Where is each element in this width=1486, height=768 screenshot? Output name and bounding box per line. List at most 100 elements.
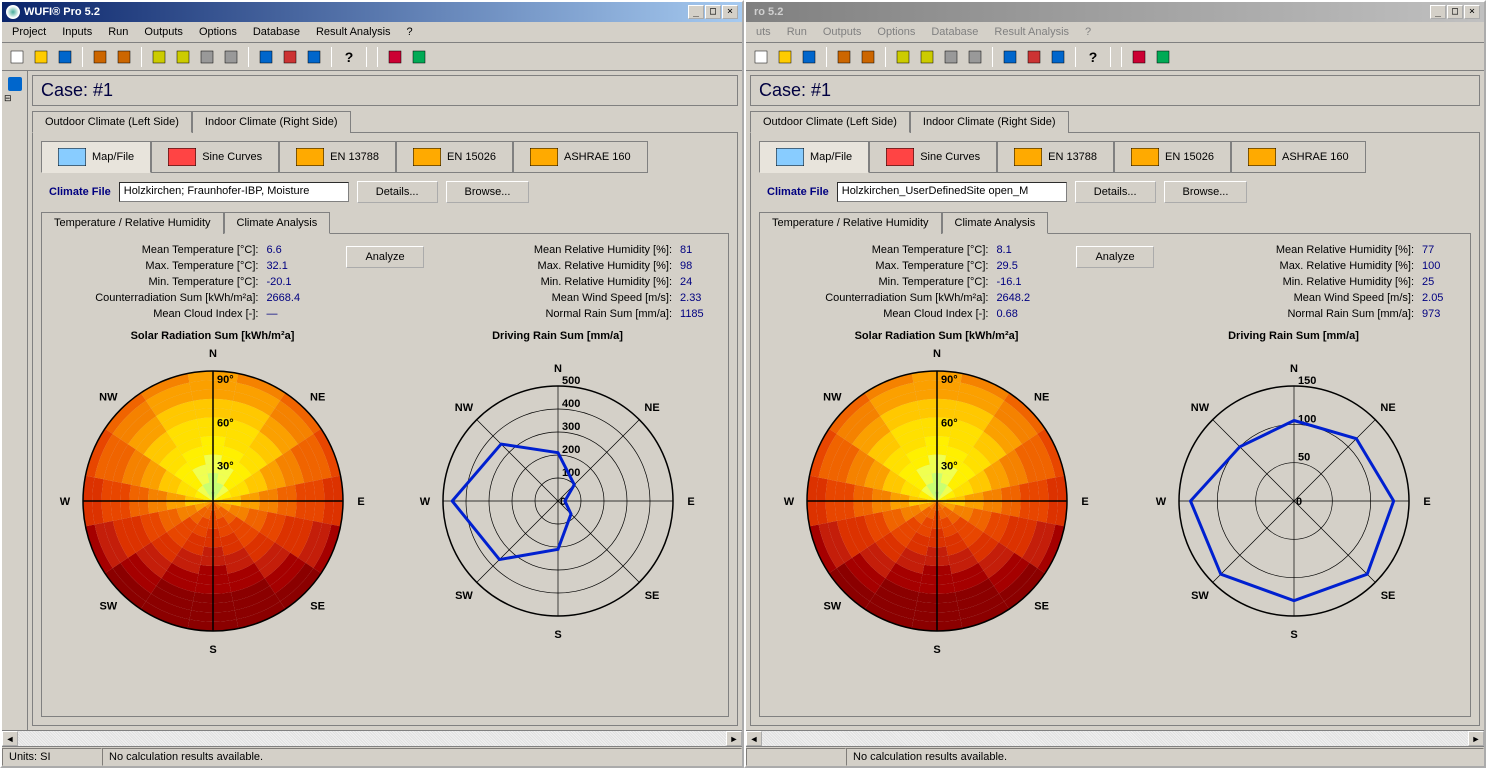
menu-[interactable]: ? — [401, 24, 419, 40]
climate-file-input[interactable]: Holzkirchen; Fraunhofer-IBP, Moisture — [119, 182, 349, 202]
sheet-icon[interactable] — [196, 46, 218, 68]
save-icon[interactable] — [54, 46, 76, 68]
titlebar-right[interactable]: ro 5.2 _ □ × — [746, 2, 1484, 22]
screen-icon[interactable] — [1047, 46, 1069, 68]
browse-button[interactable]: Browse... — [1164, 181, 1248, 203]
tab-indoor-climate--right-side-[interactable]: Indoor Climate (Right Side) — [192, 111, 351, 133]
svg-text:SW: SW — [823, 601, 841, 613]
menu-database[interactable]: Database — [247, 24, 306, 40]
subtab-en15026[interactable]: EN 15026 — [396, 141, 513, 173]
minimize-button[interactable]: _ — [688, 5, 704, 19]
grid-icon[interactable] — [964, 46, 986, 68]
tab-climate-analysis[interactable]: Climate Analysis — [942, 212, 1049, 234]
grid2-icon[interactable] — [255, 46, 277, 68]
tab-indoor-climate--right-side-[interactable]: Indoor Climate (Right Side) — [910, 111, 1069, 133]
stat-row: Max. Temperature [°C]:32.1 — [50, 258, 306, 274]
subtab-en13788[interactable]: EN 13788 — [279, 141, 396, 173]
svg-text:NE: NE — [1034, 391, 1049, 403]
tab-climate-analysis[interactable]: Climate Analysis — [224, 212, 331, 234]
grid-icon[interactable] — [220, 46, 242, 68]
svg-text:SE: SE — [310, 601, 325, 613]
subtab-ashrae160[interactable]: ASHRAE 160 — [513, 141, 648, 173]
menu-run[interactable]: Run — [102, 24, 134, 40]
minimize-button[interactable]: _ — [1430, 5, 1446, 19]
subtab-mapfile[interactable]: Map/File — [759, 141, 869, 173]
stat-row: Mean Cloud Index [-]:— — [50, 306, 306, 322]
hscrollbar[interactable]: ◄► — [2, 730, 742, 746]
tree-icon[interactable] — [833, 46, 855, 68]
tab-temperature---relative-humidity[interactable]: Temperature / Relative Humidity — [759, 212, 942, 234]
hour2-icon[interactable] — [916, 46, 938, 68]
analyze-button[interactable]: Analyze — [346, 246, 423, 268]
maximize-button[interactable]: □ — [1447, 5, 1463, 19]
browse-button[interactable]: Browse... — [446, 181, 530, 203]
menu-database[interactable]: Database — [925, 24, 984, 40]
subtab-ashrae160[interactable]: ASHRAE 160 — [1231, 141, 1366, 173]
subtab-en13788[interactable]: EN 13788 — [997, 141, 1114, 173]
svg-text:SE: SE — [644, 590, 659, 602]
members-icon[interactable] — [113, 46, 135, 68]
stat-row: Min. Temperature [°C]:-16.1 — [768, 274, 1036, 290]
details-button[interactable]: Details... — [357, 181, 438, 203]
chart-icon[interactable] — [1023, 46, 1045, 68]
svg-text:NE: NE — [1380, 402, 1395, 414]
details-button[interactable]: Details... — [1075, 181, 1156, 203]
new-icon[interactable] — [750, 46, 772, 68]
climate-file-input[interactable]: Holzkirchen_UserDefinedSite open_M — [837, 182, 1067, 202]
case-title: Case: #1 — [750, 75, 1480, 106]
save-icon[interactable] — [798, 46, 820, 68]
tree-icon[interactable] — [8, 77, 22, 91]
status-units — [746, 748, 846, 766]
sheet-icon[interactable] — [940, 46, 962, 68]
menu-inputs[interactable]: Inputs — [56, 24, 98, 40]
tree-icon[interactable] — [89, 46, 111, 68]
menu-uts[interactable]: uts — [750, 24, 777, 40]
svg-text:N: N — [933, 348, 941, 360]
screen-icon[interactable] — [303, 46, 325, 68]
tab-outdoor-climate--left-side-[interactable]: Outdoor Climate (Left Side) — [750, 111, 910, 133]
maximize-button[interactable]: □ — [705, 5, 721, 19]
solar-chart-title: Solar Radiation Sum [kWh/m²a] — [855, 330, 1019, 342]
case-title: Case: #1 — [32, 75, 738, 106]
menu-outputs[interactable]: Outputs — [138, 24, 189, 40]
globe-icon[interactable] — [1152, 46, 1174, 68]
stat-row: Max. Relative Humidity [%]:98 — [464, 258, 720, 274]
menu-resultanalysis[interactable]: Result Analysis — [988, 24, 1075, 40]
subtab-mapfile[interactable]: Map/File — [41, 141, 151, 173]
close-button[interactable]: × — [722, 5, 738, 19]
subtab-sinecurves[interactable]: Sine Curves — [869, 141, 997, 173]
close-button[interactable]: × — [1464, 5, 1480, 19]
subtab-en15026[interactable]: EN 15026 — [1114, 141, 1231, 173]
analyze-button[interactable]: Analyze — [1076, 246, 1153, 268]
members-icon[interactable] — [857, 46, 879, 68]
hscrollbar[interactable]: ◄► — [746, 730, 1484, 746]
open-icon[interactable] — [30, 46, 52, 68]
chart-icon[interactable] — [279, 46, 301, 68]
hour1-icon[interactable] — [892, 46, 914, 68]
stat-row: Mean Temperature [°C]:8.1 — [768, 242, 1036, 258]
menu-run[interactable]: Run — [781, 24, 813, 40]
subtab-sinecurves[interactable]: Sine Curves — [151, 141, 279, 173]
menu-options[interactable]: Options — [871, 24, 921, 40]
tab-temperature---relative-humidity[interactable]: Temperature / Relative Humidity — [41, 212, 224, 234]
flag-icon[interactable] — [384, 46, 406, 68]
globe-icon[interactable] — [408, 46, 430, 68]
help-icon[interactable]: ? — [338, 46, 360, 68]
tab-outdoor-climate--left-side-[interactable]: Outdoor Climate (Left Side) — [32, 111, 192, 133]
svg-text:NE: NE — [310, 391, 325, 403]
hour1-icon[interactable] — [148, 46, 170, 68]
hour2-icon[interactable] — [172, 46, 194, 68]
svg-text:E: E — [687, 496, 694, 508]
menu-project[interactable]: Project — [6, 24, 52, 40]
menu-resultanalysis[interactable]: Result Analysis — [310, 24, 397, 40]
menu-[interactable]: ? — [1079, 24, 1097, 40]
titlebar-left[interactable]: WUFI® Pro 5.2 _ □ × — [2, 2, 742, 22]
help-icon[interactable]: ? — [1082, 46, 1104, 68]
flag-icon[interactable] — [1128, 46, 1150, 68]
grid2-icon[interactable] — [999, 46, 1021, 68]
menu-options[interactable]: Options — [193, 24, 243, 40]
new-icon[interactable] — [6, 46, 28, 68]
open-icon[interactable] — [774, 46, 796, 68]
menu-outputs[interactable]: Outputs — [817, 24, 868, 40]
svg-text:SW: SW — [99, 601, 117, 613]
